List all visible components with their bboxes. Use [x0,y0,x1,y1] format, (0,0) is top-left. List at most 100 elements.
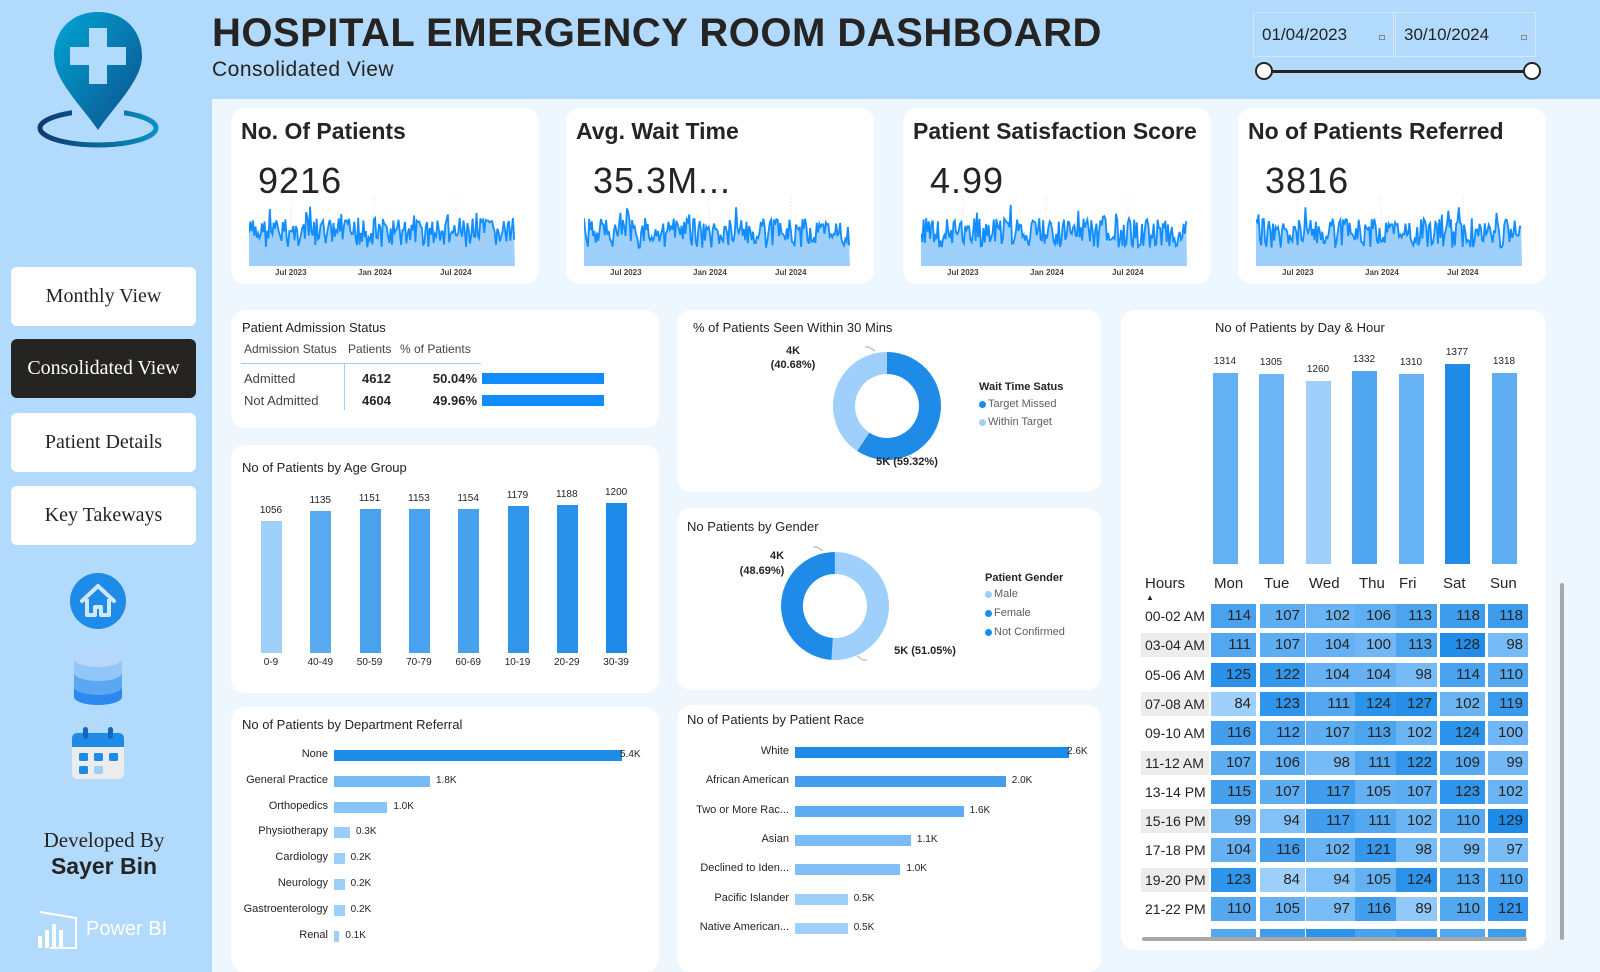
matrix-cell[interactable]: 104 [1355,662,1396,687]
hbar[interactable] [334,775,430,787]
hbar[interactable] [334,904,345,916]
matrix-cell[interactable]: 110 [1488,662,1528,687]
kpi-sparkline[interactable] [921,196,1189,266]
matrix-cell[interactable]: 99 [1488,750,1528,775]
matrix-cell[interactable]: 107 [1260,604,1305,628]
matrix-cell[interactable]: 129 [1488,809,1528,834]
hbar[interactable] [334,930,340,942]
end-date-input[interactable]: 30/10/2024 [1395,12,1536,57]
calendar-icon[interactable] [68,723,128,783]
slider-end-handle[interactable] [1523,62,1541,80]
kpi-sparkline[interactable] [1256,196,1524,266]
hbar[interactable] [795,864,901,876]
matrix-cell[interactable]: 116 [1260,838,1305,863]
matrix-column-header[interactable]: Sat [1443,575,1466,592]
matrix-cell[interactable]: 107 [1306,721,1355,746]
matrix-cell[interactable]: 107 [1396,779,1437,804]
matrix-cell[interactable]: 98 [1396,838,1437,863]
matrix-cell[interactable]: 119 [1488,691,1528,716]
day-bar[interactable] [1445,364,1470,564]
matrix-cell[interactable]: 128 [1440,633,1485,658]
legend-item[interactable]: Within Target [979,416,1052,428]
matrix-cell[interactable]: 111 [1306,691,1355,716]
age-bar[interactable] [261,521,282,653]
legend-item[interactable]: Not Confirmed [985,626,1065,638]
donut-slice[interactable] [781,552,835,660]
hbar[interactable] [334,750,622,761]
matrix-cell[interactable]: 97 [1306,897,1355,921]
start-date-input[interactable]: 01/04/2023 [1253,12,1394,57]
legend-item[interactable]: Target Missed [979,398,1056,410]
hbar[interactable] [334,827,350,839]
matrix-cell[interactable]: 115 [1211,779,1256,804]
matrix-cell[interactable]: 109 [1440,750,1485,775]
age-bar[interactable] [359,509,381,653]
matrix-column-header[interactable]: Mon [1214,575,1244,592]
matrix-cell[interactable]: 107 [1260,633,1305,658]
matrix-cell[interactable]: 104 [1211,838,1256,863]
matrix-cell[interactable]: 111 [1355,750,1396,775]
matrix-cell[interactable]: 102 [1440,691,1485,716]
matrix-cell[interactable]: 105 [1355,779,1396,804]
matrix-cell[interactable]: 110 [1440,897,1485,921]
admission-pct-bar[interactable] [482,395,604,406]
matrix-cell[interactable]: 110 [1440,809,1485,834]
matrix-cell[interactable]: 98 [1306,750,1355,775]
donut-slice[interactable] [834,552,835,574]
day-bar[interactable] [1259,374,1284,564]
matrix-column-header[interactable]: Wed [1309,575,1340,592]
hbar[interactable] [795,922,848,934]
age-bar[interactable] [507,505,529,653]
matrix-cell[interactable]: 113 [1355,721,1396,746]
date-range-slider[interactable] [1255,62,1541,80]
matrix-cell[interactable]: 104 [1306,662,1355,687]
age-bar[interactable] [606,503,628,653]
matrix-column-header[interactable]: Fri [1399,575,1417,592]
column-header[interactable]: % of Patients [400,342,471,356]
matrix-cell[interactable]: 94 [1260,809,1305,834]
matrix-cell[interactable]: 111 [1211,633,1256,658]
matrix-cell[interactable]: 84 [1260,867,1305,892]
matrix-horizontal-scrollbar[interactable] [1142,937,1527,941]
donut-slice[interactable] [832,352,887,451]
age-bar[interactable] [458,508,480,653]
matrix-cell[interactable]: 122 [1396,750,1437,775]
matrix-cell[interactable]: 84 [1211,691,1256,716]
matrix-cell[interactable]: 99 [1211,809,1256,834]
matrix-cell[interactable]: 105 [1260,897,1305,921]
matrix-cell[interactable]: 111 [1355,809,1396,834]
legend-item[interactable]: Female [985,607,1031,619]
matrix-cell[interactable]: 123 [1260,691,1305,716]
admission-pct-bar[interactable] [482,373,604,384]
matrix-cell[interactable]: 113 [1396,633,1437,658]
matrix-cell[interactable]: 116 [1355,897,1396,921]
matrix-cell[interactable]: 102 [1488,779,1528,804]
matrix-cell[interactable]: 122 [1260,662,1305,687]
matrix-cell[interactable]: 100 [1355,633,1396,658]
nav-monthly-view[interactable]: Monthly View [11,267,196,326]
matrix-cell[interactable]: 102 [1396,809,1437,834]
matrix-cell[interactable]: 94 [1306,867,1355,892]
matrix-cell[interactable]: 113 [1440,867,1485,892]
matrix-column-header[interactable]: Thu [1359,575,1385,592]
matrix-cell[interactable]: 89 [1396,897,1437,921]
kpi-sparkline[interactable] [584,196,852,266]
nav-patient-details[interactable]: Patient Details [11,413,196,472]
matrix-row-header[interactable]: Hours [1145,575,1186,592]
matrix-cell[interactable]: 123 [1440,779,1485,804]
matrix-cell[interactable]: 114 [1211,604,1256,628]
matrix-cell[interactable]: 105 [1355,867,1396,892]
hbar[interactable] [334,853,345,865]
matrix-column-header[interactable]: Sun [1490,575,1517,592]
matrix-cell[interactable]: 121 [1355,838,1396,863]
matrix-cell[interactable]: 102 [1396,721,1437,746]
matrix-cell[interactable]: 107 [1260,779,1305,804]
legend-item[interactable]: Male [985,588,1018,600]
matrix-cell[interactable]: 98 [1396,662,1437,687]
day-bar[interactable] [1213,373,1238,564]
matrix-cell[interactable]: 110 [1488,867,1528,892]
matrix-cell[interactable]: 106 [1355,604,1396,628]
matrix-cell[interactable]: 107 [1211,750,1256,775]
matrix-cell[interactable]: 124 [1440,721,1485,746]
matrix-cell[interactable]: 99 [1440,838,1485,863]
